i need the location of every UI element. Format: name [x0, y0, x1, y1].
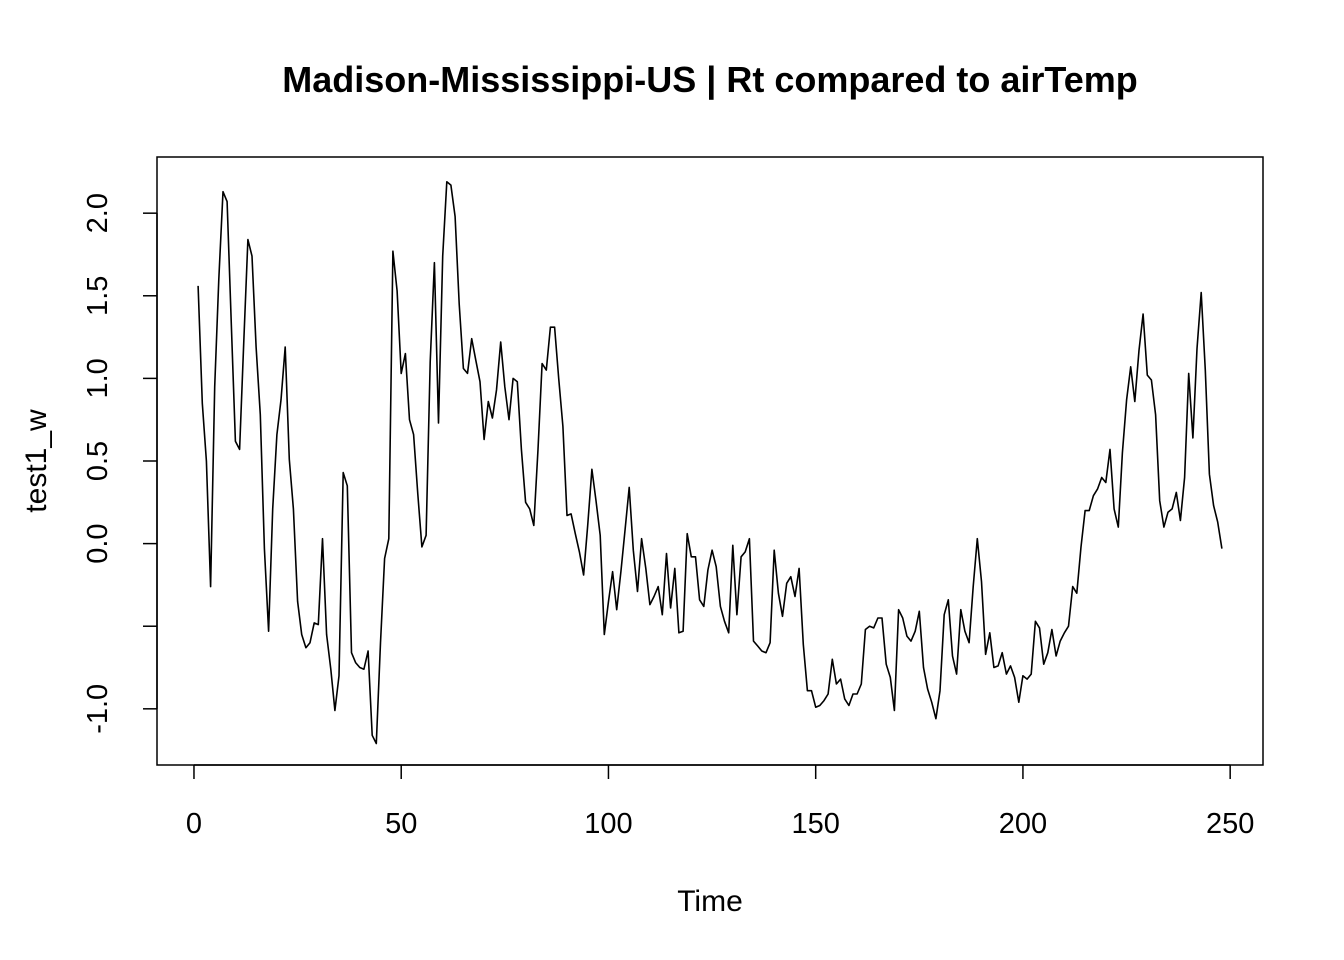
y-tick-label: 0.0 — [82, 523, 114, 563]
x-axis: 0 50 100 150 200 250 — [186, 764, 1254, 840]
y-tick-label: 1.0 — [82, 358, 114, 398]
x-tick-label: 150 — [791, 808, 839, 840]
y-tick-label: 0.5 — [82, 441, 114, 481]
x-axis-label: Time — [677, 885, 743, 918]
y-axis-label: test1_w — [20, 409, 53, 513]
y-tick-label: -1.0 — [82, 684, 114, 734]
x-tick-label: 250 — [1206, 808, 1254, 840]
chart-title: Madison-Mississippi-US | Rt compared to … — [282, 59, 1138, 101]
x-tick-label: 50 — [385, 808, 417, 840]
x-tick-label: 0 — [186, 808, 202, 840]
x-tick-label: 100 — [584, 808, 632, 840]
series-line — [197, 181, 1223, 745]
y-tick-label: 1.5 — [82, 276, 114, 316]
x-tick-label: 200 — [999, 808, 1047, 840]
y-tick-label: 2.0 — [82, 193, 114, 233]
y-axis: -1.0 0.0 0.5 1.0 1.5 2.0 — [82, 193, 158, 734]
